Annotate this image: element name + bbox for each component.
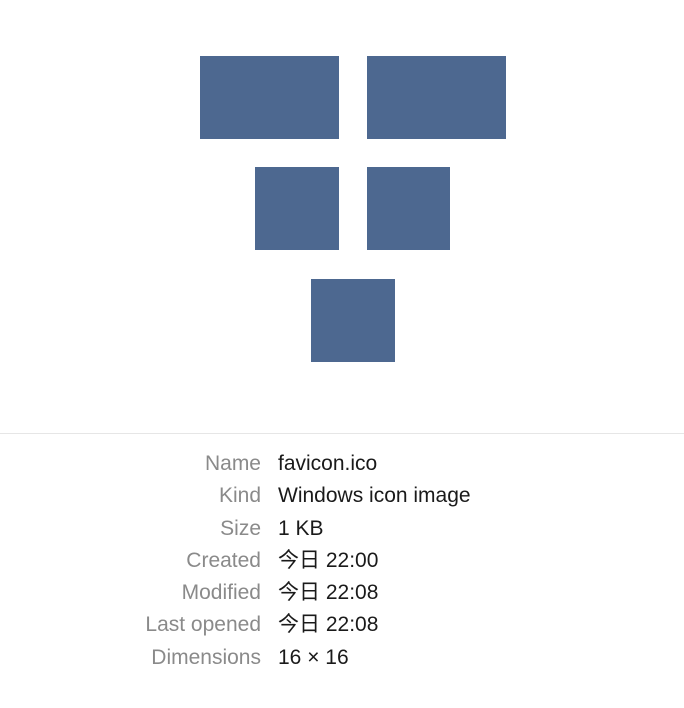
info-row-created: Created 今日 22:00: [0, 545, 684, 577]
info-label: Created: [186, 548, 261, 572]
info-label: Size: [220, 516, 261, 540]
info-row-name: Name favicon.ico: [0, 448, 684, 480]
info-value: 今日 22:08: [278, 613, 379, 637]
file-info-panel: Name favicon.ico Kind Windows icon image…: [0, 448, 684, 674]
info-value: 16 × 16: [278, 645, 349, 669]
preview-block: [367, 56, 506, 139]
info-value: Windows icon image: [278, 484, 471, 508]
info-label: Name: [204, 452, 261, 475]
info-row-modified: Modified 今日 22:08: [0, 577, 684, 609]
info-row-last-opened: Last opened 今日 22:08: [0, 609, 684, 641]
preview-block: [255, 167, 339, 250]
preview-block: [367, 167, 450, 250]
info-row-size: Size 1 KB: [0, 513, 684, 545]
info-value: 今日 22:08: [278, 581, 379, 605]
info-value: 今日 22:00: [278, 548, 379, 572]
divider: [0, 433, 684, 434]
info-value: favicon.ico: [278, 452, 378, 475]
info-label: Kind: [218, 484, 261, 508]
info-label: Modified: [181, 581, 261, 605]
preview-block: [200, 56, 339, 139]
preview-block: [311, 279, 395, 362]
info-row-kind: Kind Windows icon image: [0, 480, 684, 512]
info-value: 1 KB: [278, 516, 324, 540]
info-row-dimensions: Dimensions 16 × 16: [0, 642, 684, 674]
info-label: Dimensions: [151, 645, 261, 669]
info-label: Last opened: [145, 613, 261, 637]
file-preview: [200, 56, 506, 362]
